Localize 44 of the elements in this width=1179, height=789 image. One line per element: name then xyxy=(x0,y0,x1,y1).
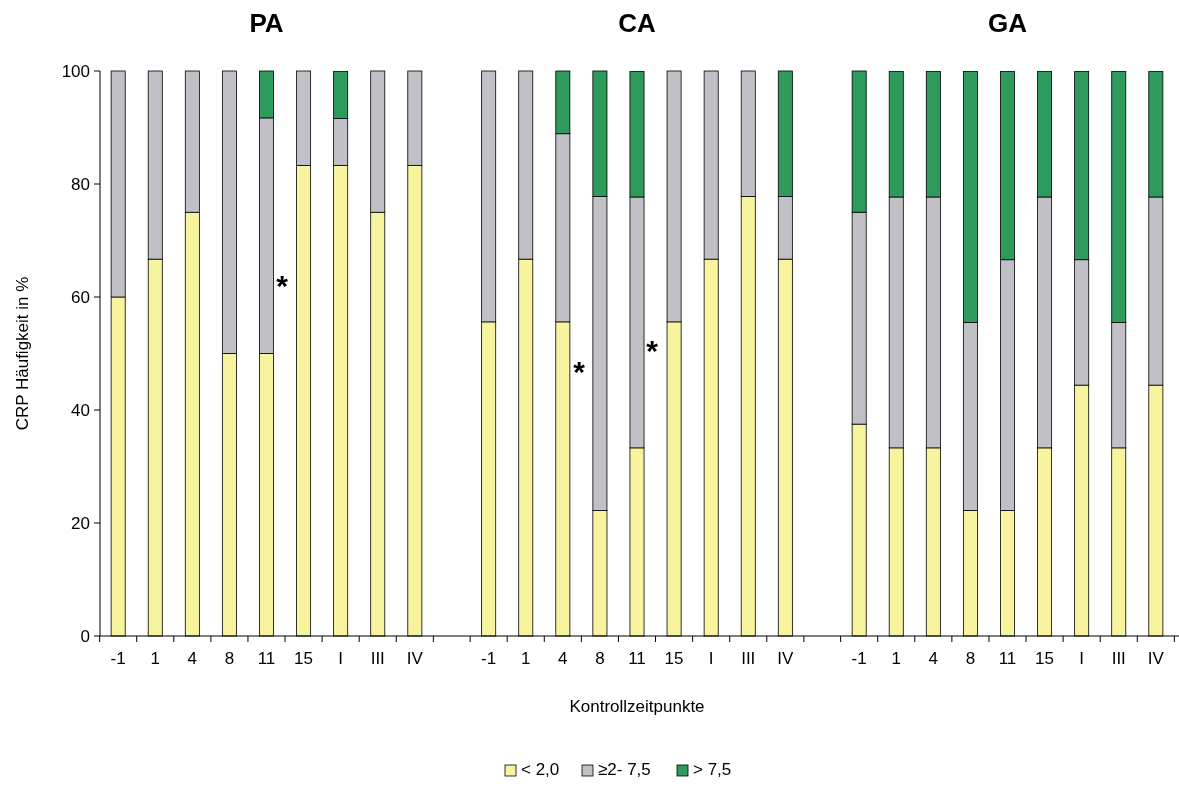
annotation: * xyxy=(276,269,289,302)
annotation: * xyxy=(573,355,586,388)
x-tick-label: 8 xyxy=(965,649,976,668)
x-tick-label: III xyxy=(741,649,756,668)
legend-label: ≥2- 7,5 xyxy=(598,760,651,779)
legend-label: < 2,0 xyxy=(521,760,560,779)
y-tick-label: 0 xyxy=(80,626,90,646)
x-tick-label: 11 xyxy=(628,649,646,668)
chart-title: PA xyxy=(249,8,284,38)
x-tick-label: IV xyxy=(777,649,795,668)
x-tick-label: IV xyxy=(1147,649,1165,668)
x-tick-label: III xyxy=(370,649,385,668)
x-tick-label: 15 xyxy=(664,649,684,668)
legend-label: > 7,5 xyxy=(693,760,732,779)
x-tick-label: 11 xyxy=(257,649,276,668)
x-tick-label: -1 xyxy=(851,649,867,668)
x-tick-label: I xyxy=(708,649,714,668)
x-tick-label: -1 xyxy=(481,649,497,668)
x-tick-label: 1 xyxy=(891,649,901,668)
x-tick-label: 15 xyxy=(294,649,314,668)
y-tick-label: 20 xyxy=(71,513,90,533)
chart-title: CA xyxy=(618,8,656,38)
y-tick-label: 40 xyxy=(71,400,90,420)
x-tick-label: I xyxy=(338,649,344,668)
chart-title: GA xyxy=(988,8,1028,38)
y-tick-label: 80 xyxy=(71,174,90,194)
y-tick-label: 100 xyxy=(61,61,90,81)
y-tick-label: 60 xyxy=(71,287,90,307)
x-axis-title: Kontrollzeitpunkte xyxy=(569,697,705,716)
x-tick-label: 4 xyxy=(928,649,939,668)
x-tick-label: 4 xyxy=(558,649,568,668)
x-tick-label: 11 xyxy=(998,649,1017,668)
x-tick-label: IV xyxy=(406,649,424,668)
x-tick-label: I xyxy=(1079,649,1085,668)
x-tick-label: -1 xyxy=(110,649,126,668)
x-tick-label: 8 xyxy=(595,649,605,668)
x-tick-label: 1 xyxy=(150,649,160,668)
annotation: * xyxy=(646,334,659,367)
x-tick-label: 4 xyxy=(187,649,198,668)
x-tick-label: 8 xyxy=(224,649,235,668)
x-tick-label: 15 xyxy=(1035,649,1055,668)
x-tick-label: 1 xyxy=(521,649,531,668)
y-axis-title: CRP Häufigkeit in % xyxy=(13,276,32,431)
x-tick-label: III xyxy=(1111,649,1126,668)
